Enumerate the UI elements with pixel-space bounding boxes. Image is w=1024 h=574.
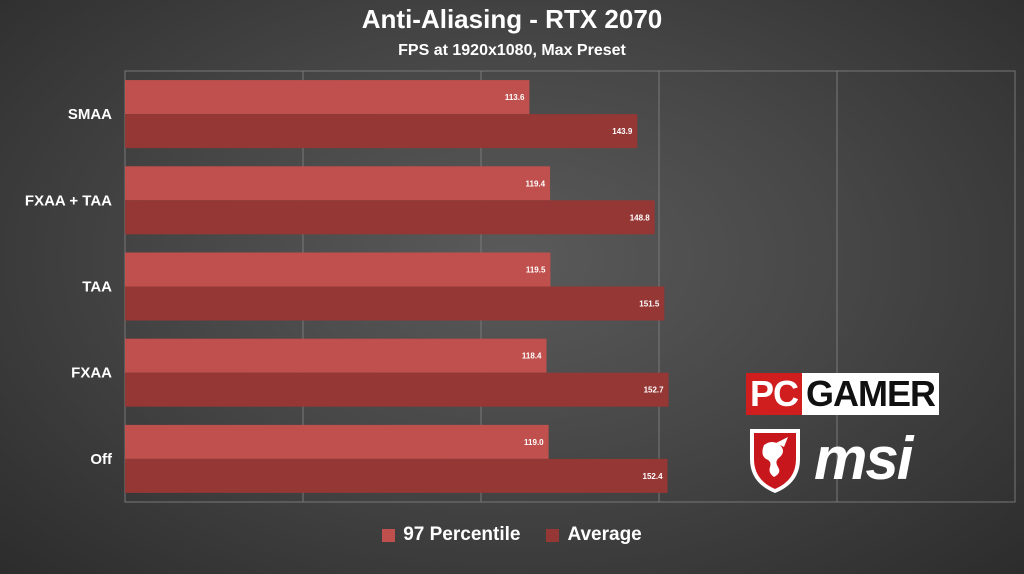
bar-average bbox=[125, 286, 665, 321]
data-label: 152.7 bbox=[644, 386, 665, 395]
data-label: 118.4 bbox=[522, 352, 542, 361]
labels: 113.6 143.9 SMAA 119.4 148.8 FXAA + TAA 119.5 1… bbox=[25, 93, 664, 481]
pcgamer-logo-gamer: GAMER bbox=[802, 373, 940, 415]
pcgamer-logo-pc: PC bbox=[746, 373, 803, 415]
bar-average bbox=[125, 458, 668, 493]
sponsor-logos: PC GAMER msi bbox=[746, 373, 966, 493]
category-label: FXAA + TAA bbox=[25, 192, 112, 209]
bar-97-percentile bbox=[125, 338, 547, 373]
bar-97-percentile bbox=[125, 424, 549, 459]
legend-item-97-percentile: 97 Percentile bbox=[382, 524, 520, 546]
chart-title: Anti-Aliasing - RTX 2070 bbox=[361, 4, 663, 34]
msi-wordmark: msi bbox=[814, 425, 915, 492]
category-label: Off bbox=[90, 451, 113, 468]
bar-average bbox=[125, 114, 638, 149]
legend: 97 Percentile Average bbox=[0, 524, 1024, 546]
data-label: 148.8 bbox=[630, 213, 651, 222]
data-label: 119.5 bbox=[526, 266, 546, 275]
msi-logo: msi bbox=[750, 425, 917, 493]
legend-item-average: Average bbox=[546, 524, 642, 546]
pcgamer-logo: PC GAMER bbox=[746, 373, 940, 415]
msi-dragon-shield-icon bbox=[750, 429, 800, 493]
bars bbox=[125, 80, 669, 493]
bar-average bbox=[125, 372, 669, 407]
bar-97-percentile bbox=[125, 80, 530, 115]
bar-97-percentile bbox=[125, 166, 551, 201]
legend-swatch-average bbox=[546, 528, 560, 542]
data-label: 151.5 bbox=[639, 300, 660, 309]
category-label: FXAA bbox=[71, 365, 112, 382]
category-label: SMAA bbox=[68, 106, 112, 123]
legend-swatch-97-percentile bbox=[382, 528, 396, 542]
legend-label-average: Average bbox=[567, 524, 642, 545]
chart-subtitle: FPS at 1920x1080, Max Preset bbox=[398, 42, 626, 59]
data-label: 152.4 bbox=[643, 472, 664, 481]
bar-97-percentile bbox=[125, 252, 551, 287]
data-label: 119.0 bbox=[524, 438, 544, 447]
category-label: TAA bbox=[82, 279, 112, 296]
data-label: 113.6 bbox=[505, 93, 525, 102]
bar-average bbox=[125, 200, 655, 235]
legend-label-97-percentile: 97 Percentile bbox=[403, 524, 521, 545]
data-label: 143.9 bbox=[612, 127, 633, 136]
data-label: 119.4 bbox=[525, 179, 545, 188]
